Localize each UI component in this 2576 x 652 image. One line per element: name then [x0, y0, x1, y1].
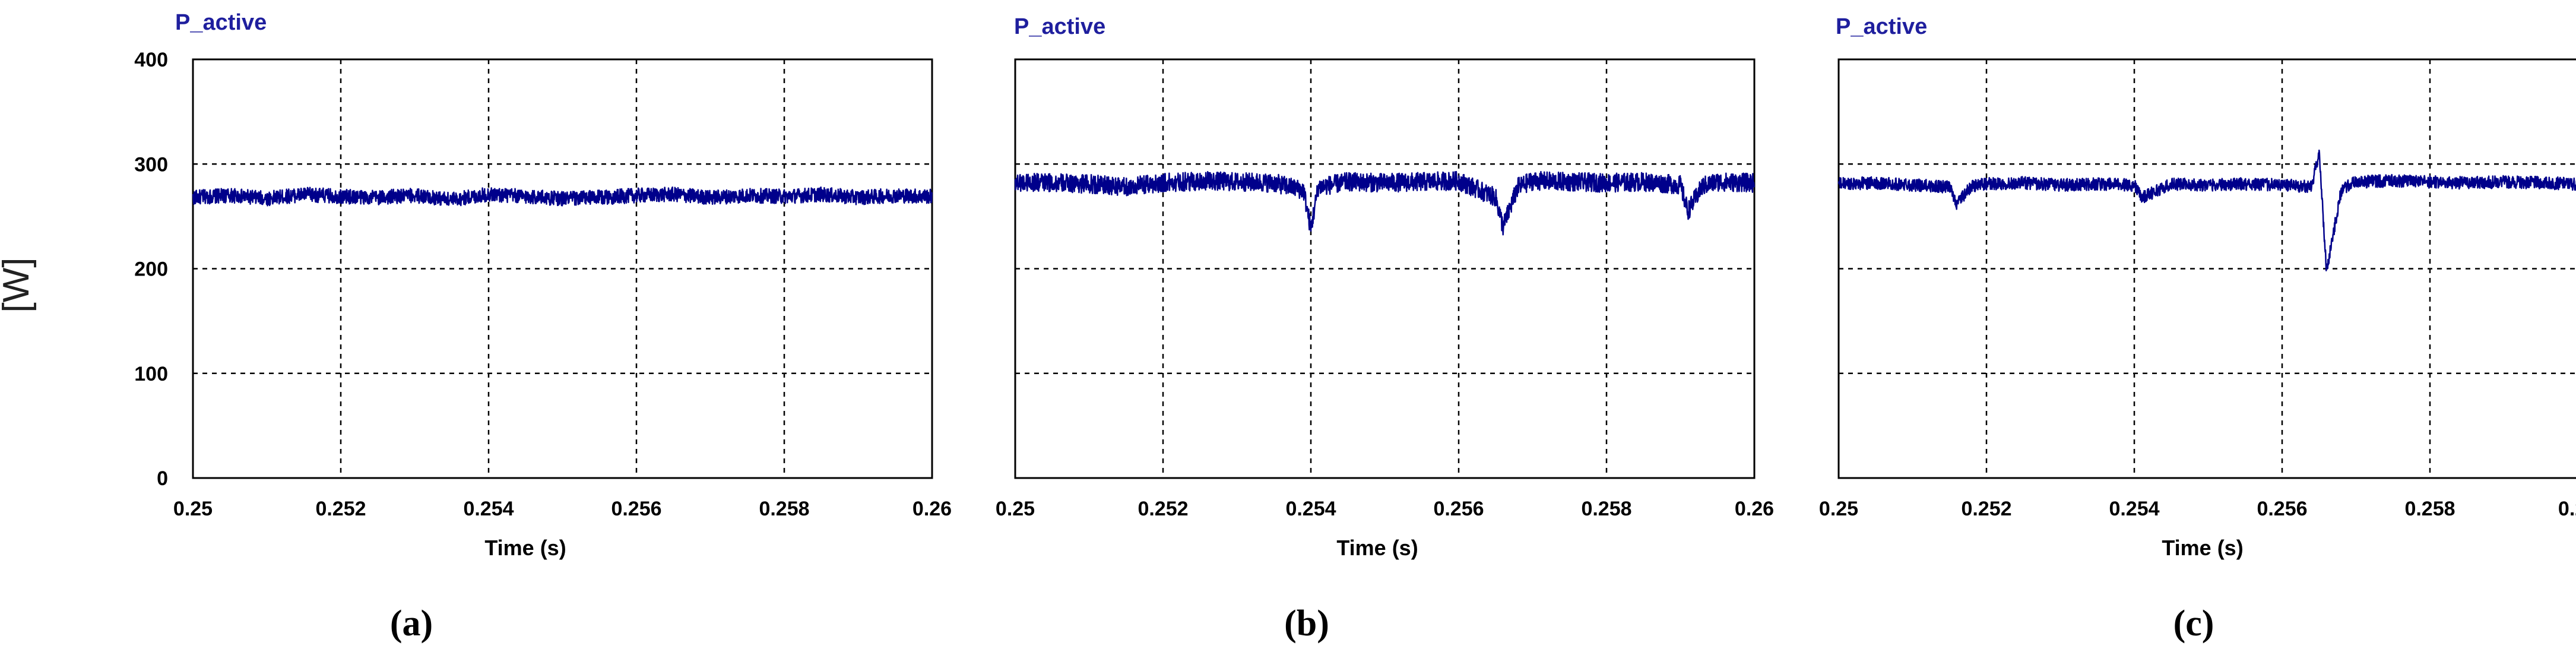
chart-title: P_active: [1836, 14, 1927, 39]
y-tick-label: 0: [157, 467, 168, 490]
x-tick-label: 0.258: [1581, 498, 1631, 520]
x-tick-label: 0.25: [173, 498, 213, 520]
x-tick-label: 0.256: [1433, 498, 1484, 520]
series-line: [1014, 170, 1756, 236]
chart-title: P_active: [1014, 14, 1105, 39]
series-line: [192, 186, 933, 207]
x-tick-label: 0.254: [2109, 498, 2159, 520]
x-tick-label: 0.26: [2558, 498, 2576, 520]
x-tick-label: 0.252: [1138, 498, 1188, 520]
x-axis-label: Time (s): [484, 536, 566, 560]
panel-label: (a): [390, 603, 433, 644]
x-tick-label: 0.25: [1819, 498, 1858, 520]
x-tick-label: 0.254: [463, 498, 514, 520]
x-tick-label: 0.26: [1735, 498, 1774, 520]
x-tick-label: 0.254: [1285, 498, 1336, 520]
x-tick-label: 0.252: [315, 498, 366, 520]
chart-panel-a: P_active Time (s) (a) 0.25 0.252 0.254 0.25…: [134, 10, 952, 644]
y-tick-label: 400: [134, 49, 168, 71]
chart-panel-c: P_active Time (s) (c) 0.25 0.252 0.254 0.25…: [1819, 14, 2576, 644]
panel-label: (b): [1284, 603, 1329, 644]
x-axis-label: Time (s): [2162, 536, 2243, 560]
plot-area: [192, 58, 933, 479]
y-tick-label: 300: [134, 153, 168, 176]
chart-panel-b: P_active Time (s) (b) 0.25 0.252 0.254 0.25…: [996, 14, 1774, 644]
series-line: [1837, 149, 2576, 271]
x-tick-label: 0.258: [759, 498, 809, 520]
chart-title: P_active: [175, 10, 267, 35]
panel-label: (c): [2173, 603, 2214, 644]
x-tick-label: 0.256: [611, 498, 661, 520]
plot-area: [1837, 58, 2576, 479]
y-tick-label: 100: [134, 363, 168, 385]
y-tick-label: 200: [134, 258, 168, 281]
x-tick-label: 0.25: [996, 498, 1035, 520]
x-tick-label: 0.252: [1961, 498, 2011, 520]
y-axis-label: [W]: [0, 258, 37, 313]
x-tick-label: 0.256: [2257, 498, 2307, 520]
x-tick-label: 0.26: [912, 498, 952, 520]
x-tick-label: 0.258: [2404, 498, 2455, 520]
x-axis-label: Time (s): [1336, 536, 1418, 560]
